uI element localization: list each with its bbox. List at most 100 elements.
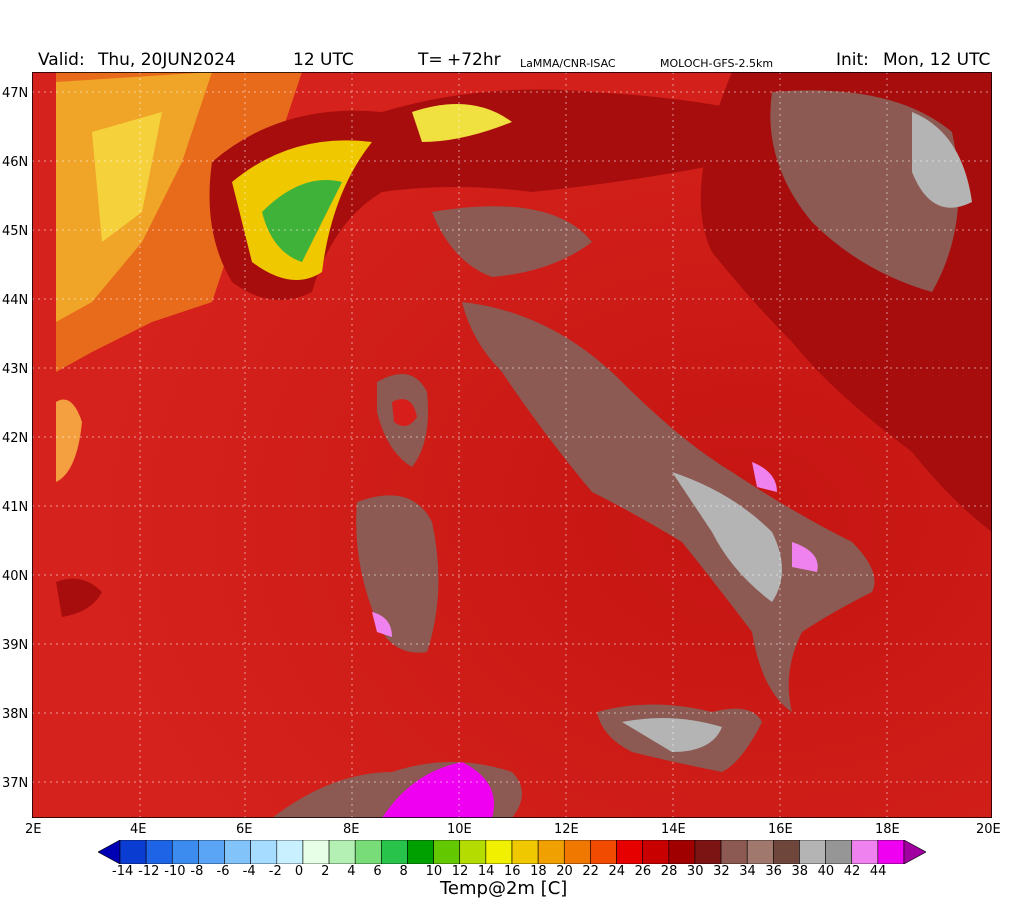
init-value: Mon, 12 UTC <box>883 50 991 70</box>
lon-label: 14E <box>661 822 686 837</box>
colorbar-swatch <box>276 840 304 864</box>
colorbar-tick-label: 32 <box>713 864 730 879</box>
lon-label: 2E <box>25 822 42 837</box>
lat-label: 46N <box>2 155 29 170</box>
lon-label: 6E <box>236 822 253 837</box>
sardinia <box>356 495 439 653</box>
colorbar-tick-label: 30 <box>686 864 704 879</box>
colorbar-tick-label: 8 <box>399 864 408 879</box>
valid-date: Thu, 20JUN2024 <box>98 50 236 70</box>
lon-label: 8E <box>343 822 360 837</box>
colorbar-tick-label: 10 <box>425 864 443 879</box>
alps-cold-band <box>262 180 342 262</box>
valid-label: Valid: <box>38 50 85 70</box>
colorbar-tick-label: -2 <box>268 864 282 879</box>
colorbar-tick-label: -4 <box>242 864 256 879</box>
lon-label: 12E <box>554 822 579 837</box>
colorbar-tick-label: 12 <box>451 864 469 879</box>
colorbar-tick-label: 40 <box>817 864 835 879</box>
colorbar-swatch <box>563 840 591 864</box>
colorbar-swatch <box>250 840 278 864</box>
model-label: MOLOCH-GFS-2.5km <box>660 57 774 70</box>
lon-label: 18E <box>875 822 900 837</box>
lon-label: 4E <box>130 822 147 837</box>
source-label: LaMMA/CNR-ISAC <box>520 57 616 70</box>
colorbar-tick-label: 34 <box>739 864 756 879</box>
colorbar-tick-label: -10 <box>164 864 186 879</box>
lat-label: 40N <box>2 569 29 584</box>
colorbar-swatch <box>198 840 225 864</box>
italy-peninsula <box>462 302 875 712</box>
colorbar-swatch <box>616 840 643 864</box>
colorbar-tick-label: 42 <box>843 864 861 879</box>
colorbar-tick-label: 44 <box>869 864 887 879</box>
colorbar-swatch <box>485 840 513 864</box>
colorbar-swatch <box>668 840 696 864</box>
po-valley <box>432 206 592 277</box>
temperature-colorbar <box>98 840 926 864</box>
colorbar-tick-label: 38 <box>791 864 808 879</box>
lat-label: 38N <box>2 707 29 722</box>
lat-label: 37N <box>2 776 29 791</box>
colorbar-tick-label: 20 <box>556 864 573 879</box>
colorbar-swatch <box>171 840 199 864</box>
colorbar-tick-label: 28 <box>660 864 678 879</box>
colorbar-swatch <box>381 840 408 864</box>
colorbar-swatch <box>720 840 748 864</box>
colorbar-swatch <box>145 840 173 864</box>
colorbar-swatch <box>825 840 853 864</box>
colorbar-tick-label: 4 <box>347 864 356 879</box>
colorbar-tick-label: -8 <box>190 864 204 879</box>
lon-label: 10E <box>447 822 472 837</box>
colorbar-swatch <box>302 840 330 864</box>
colorbar-tick-label: -12 <box>138 864 160 879</box>
temperature-map <box>32 72 992 818</box>
colorbar-max-arrow <box>903 840 926 864</box>
colorbar-tick-label: -14 <box>112 864 134 879</box>
graticule <box>32 72 992 818</box>
colorbar-swatch <box>354 840 382 864</box>
colorbar-swatch <box>773 840 800 864</box>
forecast-step-label: T= <box>418 50 443 70</box>
lat-label: 44N <box>2 293 29 308</box>
forecast-step-value: +72hr <box>447 50 501 70</box>
colorbar-swatch <box>119 840 147 864</box>
colorbar-min-arrow <box>98 840 121 864</box>
colorbar-swatch <box>590 840 617 864</box>
colorbar-tick-label: 22 <box>582 864 599 879</box>
colorbar-swatch <box>511 840 539 864</box>
lat-label: 43N <box>2 362 29 377</box>
lon-label: 16E <box>768 822 793 837</box>
colorbar-swatch <box>642 840 670 864</box>
colorbar-tick-label: 2 <box>321 864 330 879</box>
colorbar-swatch <box>433 840 461 864</box>
colorbar-tick-label: 14 <box>477 864 495 879</box>
colorbar-swatch <box>799 840 826 864</box>
colorbar-tick-label: -6 <box>216 864 230 879</box>
lat-label: 42N <box>2 431 29 446</box>
colorbar-swatch <box>694 840 722 864</box>
valid-time: 12 UTC <box>293 50 354 70</box>
lat-label: 41N <box>2 500 29 515</box>
colorbar-tick-label: 24 <box>608 864 626 879</box>
colorbar-swatch <box>537 840 565 864</box>
lat-label: 45N <box>2 224 29 239</box>
colorbar-title: Temp@2m [C] <box>440 878 568 899</box>
colorbar-tick-label: 36 <box>765 864 782 879</box>
colorbar-tick-label: 18 <box>530 864 547 879</box>
lon-label: 20E <box>976 822 1001 837</box>
colorbar-tick-label: 26 <box>634 864 652 879</box>
colorbar-tick-label: 0 <box>294 864 304 879</box>
colorbar-swatch <box>877 840 905 864</box>
colorbar-tick-label: 16 <box>504 864 521 879</box>
colorbar-swatch <box>407 840 434 864</box>
lat-label: 39N <box>2 638 29 653</box>
colorbar-tick-label: 6 <box>373 864 382 879</box>
colorbar-swatch <box>328 840 356 864</box>
lat-label: 47N <box>2 86 29 101</box>
colorbar-swatch <box>746 840 774 864</box>
colorbar-swatch <box>851 840 879 864</box>
balearic-islands <box>56 578 102 617</box>
colorbar-swatch <box>224 840 251 864</box>
colorbar-swatch <box>459 840 487 864</box>
